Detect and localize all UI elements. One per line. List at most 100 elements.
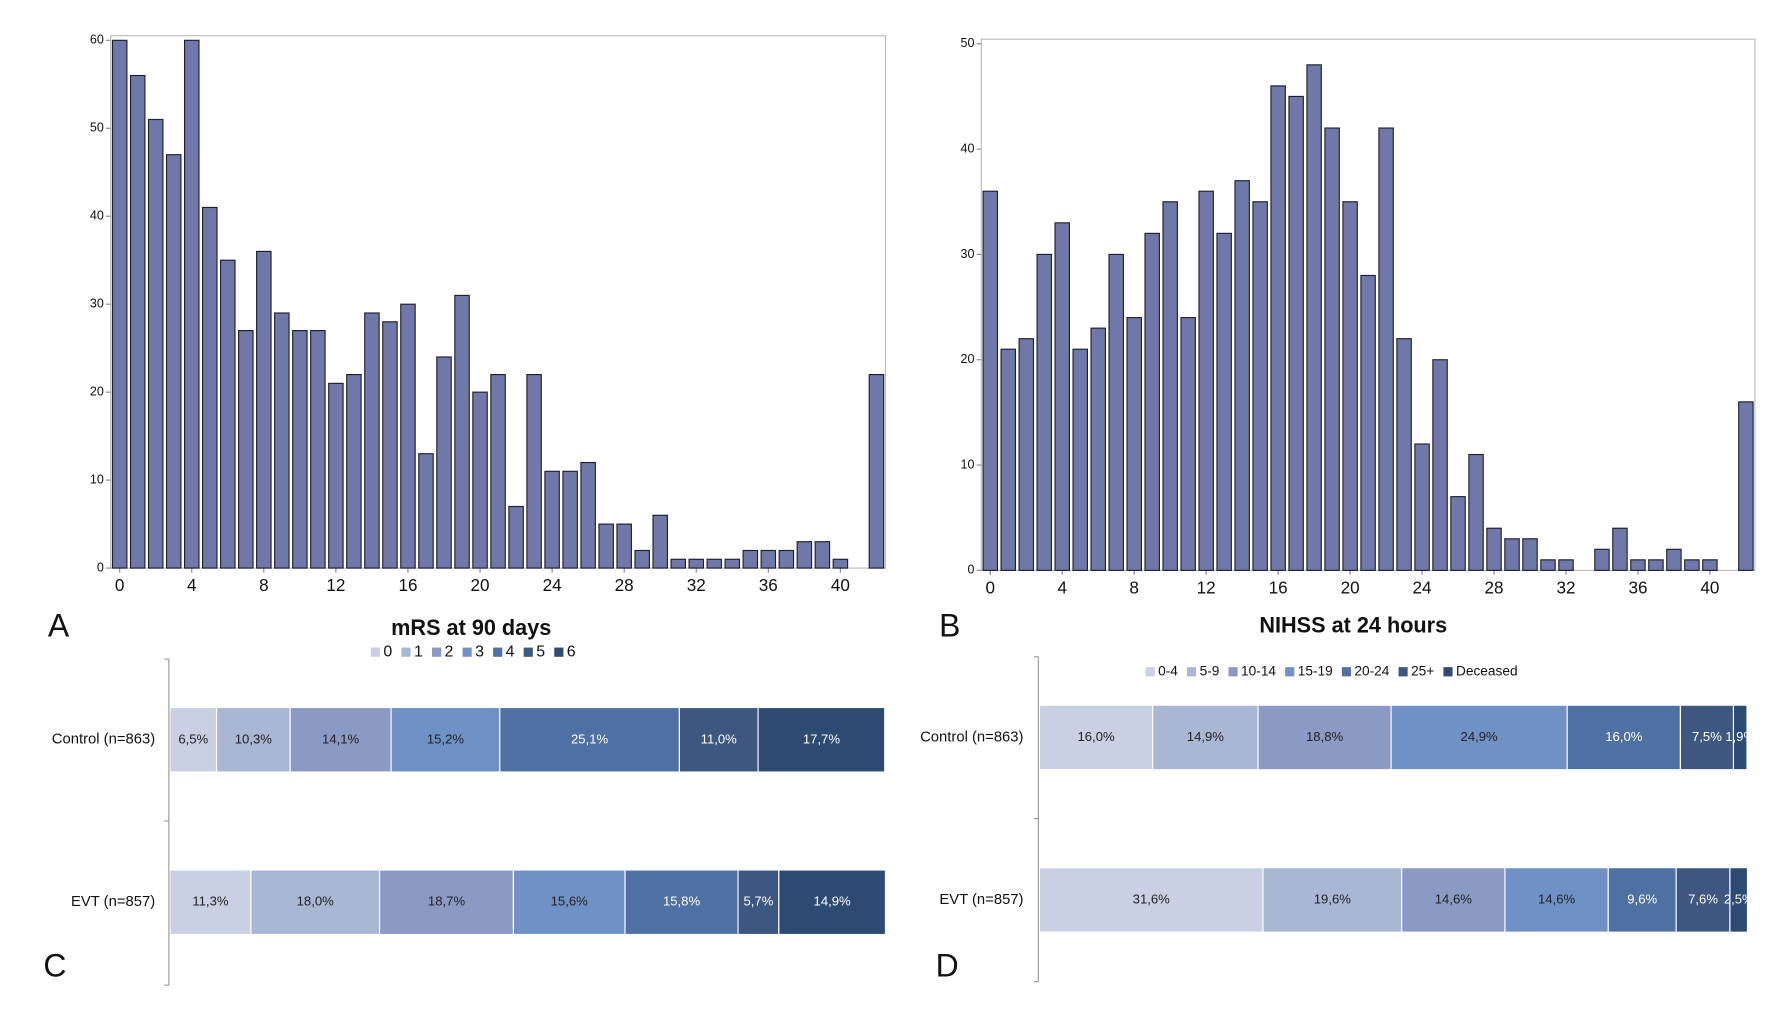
x-tick-label: 28 — [615, 575, 634, 595]
legend-label: 0 — [383, 642, 392, 660]
bar — [418, 453, 434, 569]
value-label: 15,8% — [663, 894, 700, 909]
x-tick-label: 40 — [1700, 577, 1719, 597]
bar — [1000, 348, 1017, 571]
bar — [1612, 527, 1628, 571]
value-label: 17,7% — [803, 731, 840, 746]
bar — [562, 470, 578, 569]
legend-swatch — [1228, 667, 1238, 677]
bar — [580, 461, 596, 569]
value-label: 14,6% — [1435, 891, 1472, 906]
legend-swatch — [523, 647, 533, 657]
bar — [1684, 559, 1700, 571]
bar — [165, 154, 182, 569]
bar-segment — [678, 706, 759, 773]
legend-label: 3 — [475, 642, 484, 660]
y-tick-label: 30 — [90, 296, 104, 310]
bar-segment — [170, 869, 252, 936]
x-tick-label: 8 — [1129, 577, 1139, 597]
bar — [1648, 559, 1664, 571]
bar — [1072, 348, 1088, 571]
bar — [598, 523, 614, 569]
bar-segment — [1039, 867, 1264, 933]
bar — [1126, 317, 1142, 571]
x-tick-label: 20 — [1341, 577, 1360, 597]
x-tick-label: 8 — [259, 575, 269, 595]
value-label: 7,6% — [1688, 891, 1718, 906]
bar — [382, 321, 398, 569]
bar-segment — [1607, 867, 1677, 933]
bar — [400, 303, 416, 569]
legend-label: 10-14 — [1241, 663, 1276, 678]
value-label: 31,6% — [1133, 891, 1170, 906]
y-tick-label: 50 — [960, 36, 974, 50]
bar — [1630, 559, 1646, 571]
bar-segment — [1257, 704, 1392, 771]
legend-swatch — [462, 647, 472, 657]
bar — [1324, 127, 1340, 571]
legend-swatch — [1285, 667, 1295, 677]
bar-segment — [1504, 867, 1609, 933]
x-tick-label: 40 — [831, 575, 850, 595]
legend-swatch — [431, 647, 442, 657]
legend-swatch — [1443, 667, 1453, 677]
value-label: 25,1% — [571, 731, 608, 746]
bar-segment — [1729, 867, 1747, 933]
bar — [1360, 274, 1376, 571]
bar — [1522, 538, 1538, 571]
bar — [472, 391, 488, 569]
bar — [1450, 496, 1466, 571]
bars: 6,5% 10,3% 14,1% 15,2% 25,1% 11,0% 17,7% 11,3% 1… — [170, 706, 886, 936]
legend-swatch — [1187, 667, 1197, 677]
bar-segment — [1401, 867, 1506, 933]
bar — [310, 330, 326, 569]
bar — [328, 382, 344, 569]
bar — [760, 549, 777, 569]
y-tick-label: 20 — [960, 352, 974, 366]
legend-label: 2 — [445, 642, 454, 660]
value-label: 19,6% — [1314, 891, 1351, 906]
bar — [436, 356, 452, 569]
legend-swatch — [1341, 667, 1351, 677]
bar — [526, 373, 542, 569]
bar-segment — [1679, 704, 1735, 771]
bar — [1468, 453, 1484, 571]
x-tick-label: 0 — [115, 575, 125, 595]
value-label: 14,6% — [1538, 891, 1575, 906]
bar — [1504, 538, 1520, 571]
legend-label: 1 — [414, 642, 423, 660]
bar — [652, 514, 668, 569]
bar — [1018, 338, 1035, 571]
bar — [868, 373, 885, 569]
value-label: 10,3% — [235, 731, 272, 746]
bar-segment — [1390, 704, 1568, 771]
bar-segment — [778, 869, 886, 936]
bar — [1306, 64, 1322, 571]
x-tick-label: 36 — [1628, 577, 1647, 597]
legend-swatch — [1398, 667, 1408, 677]
legend-swatch — [554, 647, 564, 657]
bar — [796, 541, 813, 569]
bar-segment — [1675, 867, 1731, 933]
bar — [1036, 253, 1053, 571]
x-tick-label: 20 — [471, 575, 490, 595]
bar-segment — [1262, 867, 1403, 933]
bar — [1288, 95, 1304, 571]
category-label: Control (n=863) — [52, 732, 155, 748]
x-tick-label: 32 — [687, 575, 706, 595]
y-tick-label: 10 — [90, 472, 104, 486]
legend-label: 6 — [567, 642, 576, 660]
bar — [1270, 85, 1286, 571]
bar — [1666, 548, 1682, 571]
legend-swatch — [370, 647, 380, 657]
bar — [1594, 548, 1610, 571]
value-label: 14,9% — [814, 894, 851, 909]
value-label: 11,0% — [701, 731, 737, 746]
legend-label: 4 — [506, 642, 515, 660]
bar — [274, 312, 290, 569]
bar — [1738, 401, 1754, 571]
legend-label: 20-24 — [1354, 663, 1389, 678]
y-tick-label: 30 — [960, 247, 974, 261]
x-tick-label: 0 — [986, 577, 996, 597]
